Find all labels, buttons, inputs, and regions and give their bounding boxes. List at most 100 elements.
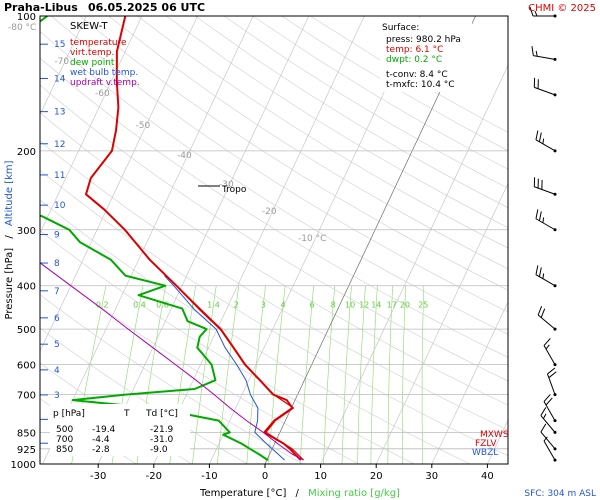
mixing-ratio-label: 12 [359, 300, 369, 309]
y-title-pressure: Pressure [hPa] [4, 248, 15, 320]
wind-barb-flag [537, 305, 543, 316]
wind-barb [535, 130, 557, 153]
wind-barb-station [553, 458, 557, 462]
isotherm-line [375, 182, 508, 464]
wind-barb-staff [534, 86, 556, 96]
legend-item-wet-bulb: wet bulb temp. [70, 68, 138, 78]
dry-adiabat [166, 16, 508, 229]
altitude-tick-label: 5 [54, 340, 60, 350]
wind-barb-station [553, 430, 557, 434]
surface-info-bg [380, 18, 472, 92]
wind-barb-flag [540, 407, 547, 416]
surface-press: press: 980.2 hPa [386, 35, 461, 45]
temp-tick-label: -30 [90, 471, 106, 482]
x-title-sep: / [296, 488, 300, 499]
wind-barb-flag [531, 46, 534, 56]
wind-barb-half-flag [542, 413, 547, 419]
wind-barb [543, 338, 557, 367]
wind-barb-flag [535, 265, 539, 275]
wind-barb-station [553, 14, 557, 18]
isotherm-label: -20 [262, 207, 277, 217]
wind-barb-half-flag [542, 273, 545, 279]
dry-adiabat [40, 30, 508, 335]
isotherm-line [42, 16, 254, 464]
isotherm-label: -50 [136, 121, 151, 131]
mixing-ratio-label: 0.6 [156, 300, 169, 309]
series-clip [40, 16, 304, 461]
wind-barb-staff [534, 186, 556, 195]
isotherm-label: -60 [95, 89, 110, 99]
wind-barb [531, 46, 557, 61]
altitude-tick-label: 12 [54, 140, 65, 150]
isotherm-label: -30 [219, 180, 234, 190]
dry-adiabat [40, 140, 508, 431]
wbzl-label: WBZL [472, 448, 498, 458]
temp-tick-label: -10 [201, 471, 217, 482]
wind-barb-staff [540, 431, 556, 450]
mxws-label: MXWS [480, 430, 509, 440]
levels-table-bg [50, 404, 190, 456]
wind-barb-staff [547, 373, 556, 395]
mixing-ratio-line [370, 285, 378, 464]
wind-barb-station [553, 363, 557, 367]
table-header-t: T [123, 409, 130, 419]
x-axis-title: Temperature [°C] / Mixing ratio [g/kg] [199, 488, 400, 499]
wind-barb-flag [540, 308, 546, 318]
wind-barb-station [553, 192, 557, 196]
table-row-850-td: -9.0 [150, 445, 168, 455]
wind-barb-staff [543, 401, 556, 421]
wind-barb-flag [548, 371, 557, 379]
pressure-tick-label: 925 [17, 445, 36, 456]
temp-tick-label: 0 [262, 471, 268, 482]
wind-barb-station [553, 228, 557, 232]
table-row-700-t: -4.4 [92, 435, 110, 445]
dry-adiabat [51, 16, 508, 313]
temp-tick-label: 30 [425, 471, 438, 482]
wind-barb [543, 394, 557, 423]
mixing-ratio-line [341, 285, 352, 464]
surface-tmxfc: t-mxfc: 10.4 °C [386, 80, 455, 90]
credit-label: CHMI © 2025 [528, 3, 596, 14]
surface-dwpt: dwpt: 0.2 °C [386, 55, 442, 65]
wind-barb-flag [540, 423, 547, 433]
pressure-tick-label: 100 [17, 12, 36, 23]
table-row-500-td: -21.9 [150, 425, 174, 435]
wind-barb-half-flag [543, 436, 548, 442]
wind-barb-half-flag [535, 50, 538, 57]
altitude-tick-label: 3 [54, 391, 60, 401]
mixing-ratio-label: 0.4 [133, 300, 146, 309]
wind-barb-half-flag [534, 10, 538, 17]
temp-tick-label: -20 [146, 471, 162, 482]
legend-item-dew-point: dew point [70, 58, 115, 68]
table-header-td: Td [°C] [145, 409, 178, 419]
legend-item-virt-temp: virt.temp. [70, 48, 114, 58]
altitude-tick-label: 8 [54, 259, 60, 269]
levels-table: p [hPa] T Td [°C] 500 -19.4 -21.9 700 -4… [50, 404, 190, 456]
mixing-ratio-label: 17 [387, 300, 397, 309]
temp-tick-label: 20 [370, 471, 383, 482]
isotherm-line [97, 16, 310, 464]
x-title-temp: Temperature [°C] [199, 488, 286, 499]
altitude-tick-label: 15 [54, 40, 65, 50]
pressure-tick-label: 500 [17, 325, 36, 336]
isotherm-label: -80 °C [8, 23, 36, 33]
isotherm-line [40, 16, 143, 234]
temp-tick-label: 10 [314, 471, 327, 482]
series-line-dew-point [40, 16, 269, 461]
legend-item-updraft: updraft v.temp. [70, 78, 140, 88]
wind-barb-half-flag [542, 138, 545, 144]
dry-adiabat [40, 112, 508, 406]
table-row-500-t: -19.4 [92, 425, 116, 435]
fzlv-label: FZLV [475, 439, 497, 449]
dry-adiabat [137, 16, 508, 249]
legend: SKEW-T temperature virt.temp. dew point … [70, 21, 140, 88]
surface-temp: temp: 6.1 °C [386, 45, 443, 55]
surface-title: Surface: [382, 23, 419, 33]
pressure-tick-label: 850 [17, 428, 36, 439]
series-layer [40, 16, 304, 461]
series-line-wet-bulb-temp [164, 275, 285, 461]
mixing-ratio-label: 4 [281, 300, 286, 309]
wind-barb-staff [535, 218, 556, 231]
wind-barb [533, 177, 557, 196]
y-title-altitude: Altitude [km] [4, 160, 15, 226]
